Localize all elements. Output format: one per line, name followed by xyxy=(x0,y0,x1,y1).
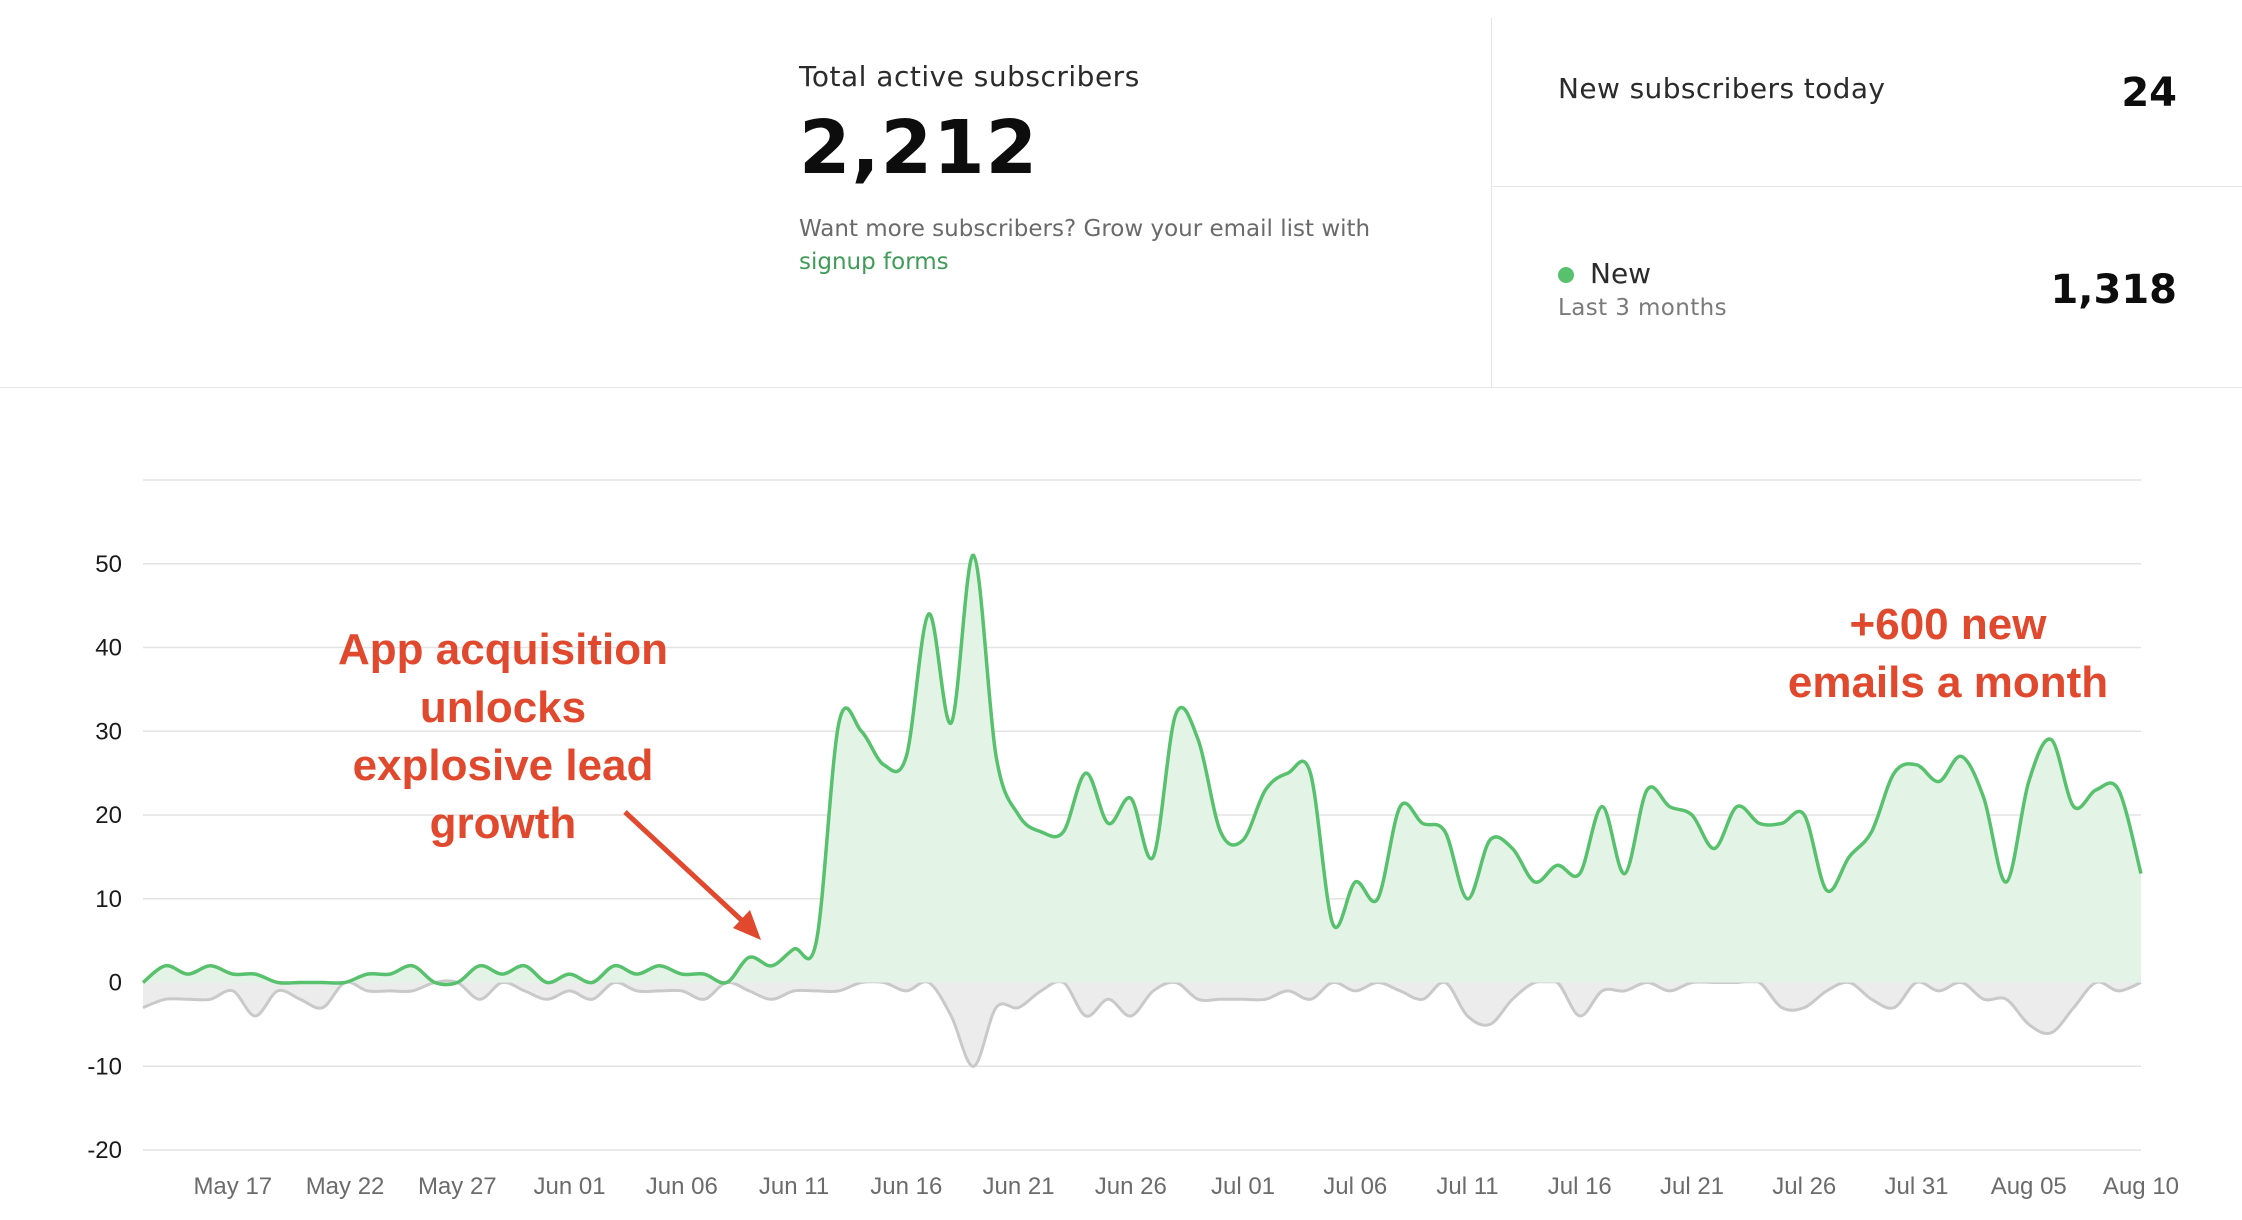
y-tick-label: 10 xyxy=(95,886,122,913)
annotation-left-line-2: unlocks xyxy=(420,683,586,732)
y-tick-label: 20 xyxy=(95,802,122,829)
today-row: New subscribers today 24 xyxy=(1492,18,2242,187)
new-metric-value: 1,318 xyxy=(2050,267,2177,313)
chart-annotations: App acquisition unlocks explosive lead g… xyxy=(338,600,2108,940)
annotation-arrow-head-icon xyxy=(733,910,761,940)
x-tick-label: Jun 26 xyxy=(1095,1173,1167,1200)
total-subscribers-label: Total active subscribers xyxy=(799,60,1140,93)
x-tick-label: Jul 16 xyxy=(1548,1173,1612,1200)
annotation-arrow-shaft xyxy=(623,810,752,930)
unsubscribes-line xyxy=(142,977,2142,1068)
x-tick-label: Aug 10 xyxy=(2103,1173,2179,1200)
grow-list-hint: Want more subscribers? Grow your email l… xyxy=(799,213,1439,279)
annotation-left-line-3: explosive lead xyxy=(353,741,654,790)
chart-areas xyxy=(141,553,2143,1068)
summary-panel: Total active subscribers 2,212 Want more… xyxy=(0,0,2242,388)
new-metric-label: New xyxy=(1590,257,1652,290)
x-tick-label: Aug 05 xyxy=(1991,1173,2067,1200)
x-tick-label: May 22 xyxy=(306,1173,385,1200)
y-tick-label: -20 xyxy=(87,1137,122,1164)
x-tick-label: Jul 26 xyxy=(1772,1173,1836,1200)
annotation-right-line-2: emails a month xyxy=(1788,658,2108,707)
y-tick-label: -10 xyxy=(87,1053,122,1080)
new-subscribers-area xyxy=(143,555,2141,985)
annotation-left-line-4: growth xyxy=(430,799,577,848)
total-subscribers-value: 2,212 xyxy=(799,105,1039,191)
y-tick-label: 30 xyxy=(95,718,122,745)
x-tick-label: Jul 31 xyxy=(1884,1173,1948,1200)
new-legend-dot-icon xyxy=(1558,267,1574,283)
grow-list-hint-text: Want more subscribers? Grow your email l… xyxy=(799,216,1371,242)
annotation-left-line-1: App acquisition xyxy=(338,625,668,674)
new-today-value: 24 xyxy=(2121,70,2177,116)
new-metric-row[interactable]: New Last 3 months 1,318 xyxy=(1492,187,2242,387)
x-tick-label: May 27 xyxy=(418,1173,497,1200)
x-tick-label: Jul 01 xyxy=(1211,1173,1275,1200)
unsubscribes-area xyxy=(143,979,2141,1067)
subscribers-chart: 50 40 30 20 10 0 -10 -20 May 17 May 22 May 27 Jun … xyxy=(87,479,2179,1200)
y-tick-label: 40 xyxy=(95,635,122,662)
x-tick-label: Jun 01 xyxy=(534,1173,606,1200)
y-tick-label: 50 xyxy=(95,551,122,578)
x-tick-label: Jul 11 xyxy=(1436,1173,1498,1200)
x-tick-label: Jun 06 xyxy=(646,1173,718,1200)
stats-panel: New subscribers today 24 New Last 3 mont… xyxy=(1491,18,2242,387)
x-tick-label: Jun 16 xyxy=(870,1173,942,1200)
new-metric-period: Last 3 months xyxy=(1558,295,1727,321)
x-tick-label: Jul 06 xyxy=(1323,1173,1387,1200)
total-subscribers-card: Total active subscribers 2,212 Want more… xyxy=(799,60,1439,279)
x-tick-label: Jul 21 xyxy=(1660,1173,1724,1200)
new-today-label: New subscribers today xyxy=(1558,72,1886,105)
annotation-right-line-1: +600 new xyxy=(1850,600,2048,649)
y-axis: 50 40 30 20 10 0 -10 -20 xyxy=(87,551,122,1164)
x-tick-label: May 17 xyxy=(193,1173,272,1200)
x-tick-label: Jun 21 xyxy=(982,1173,1054,1200)
x-tick-label: Jun 11 xyxy=(759,1173,829,1200)
signup-forms-link[interactable]: signup forms xyxy=(799,249,949,275)
y-tick-label: 0 xyxy=(109,970,122,997)
x-axis: May 17 May 22 May 27 Jun 01 Jun 06 Jun 11 Jun … xyxy=(193,1173,2179,1200)
new-subscribers-line xyxy=(141,553,2143,987)
